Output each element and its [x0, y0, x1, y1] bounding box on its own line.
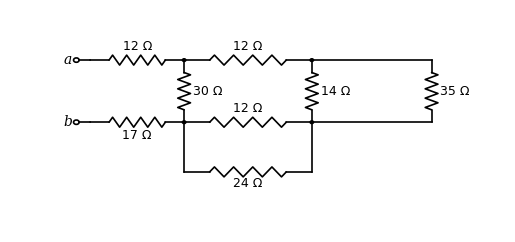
- Circle shape: [310, 59, 314, 61]
- Text: 30 Ω: 30 Ω: [193, 85, 222, 98]
- Text: a: a: [63, 53, 72, 67]
- Text: 12 Ω: 12 Ω: [233, 40, 263, 53]
- Text: 12 Ω: 12 Ω: [123, 40, 152, 53]
- Circle shape: [182, 121, 186, 124]
- Circle shape: [310, 121, 314, 124]
- Text: 14 Ω: 14 Ω: [321, 85, 350, 98]
- Text: 12 Ω: 12 Ω: [233, 102, 263, 115]
- Text: 17 Ω: 17 Ω: [123, 129, 152, 142]
- Circle shape: [182, 59, 186, 61]
- Text: b: b: [63, 115, 72, 129]
- Text: 24 Ω: 24 Ω: [233, 177, 263, 189]
- Text: 35 Ω: 35 Ω: [440, 85, 470, 98]
